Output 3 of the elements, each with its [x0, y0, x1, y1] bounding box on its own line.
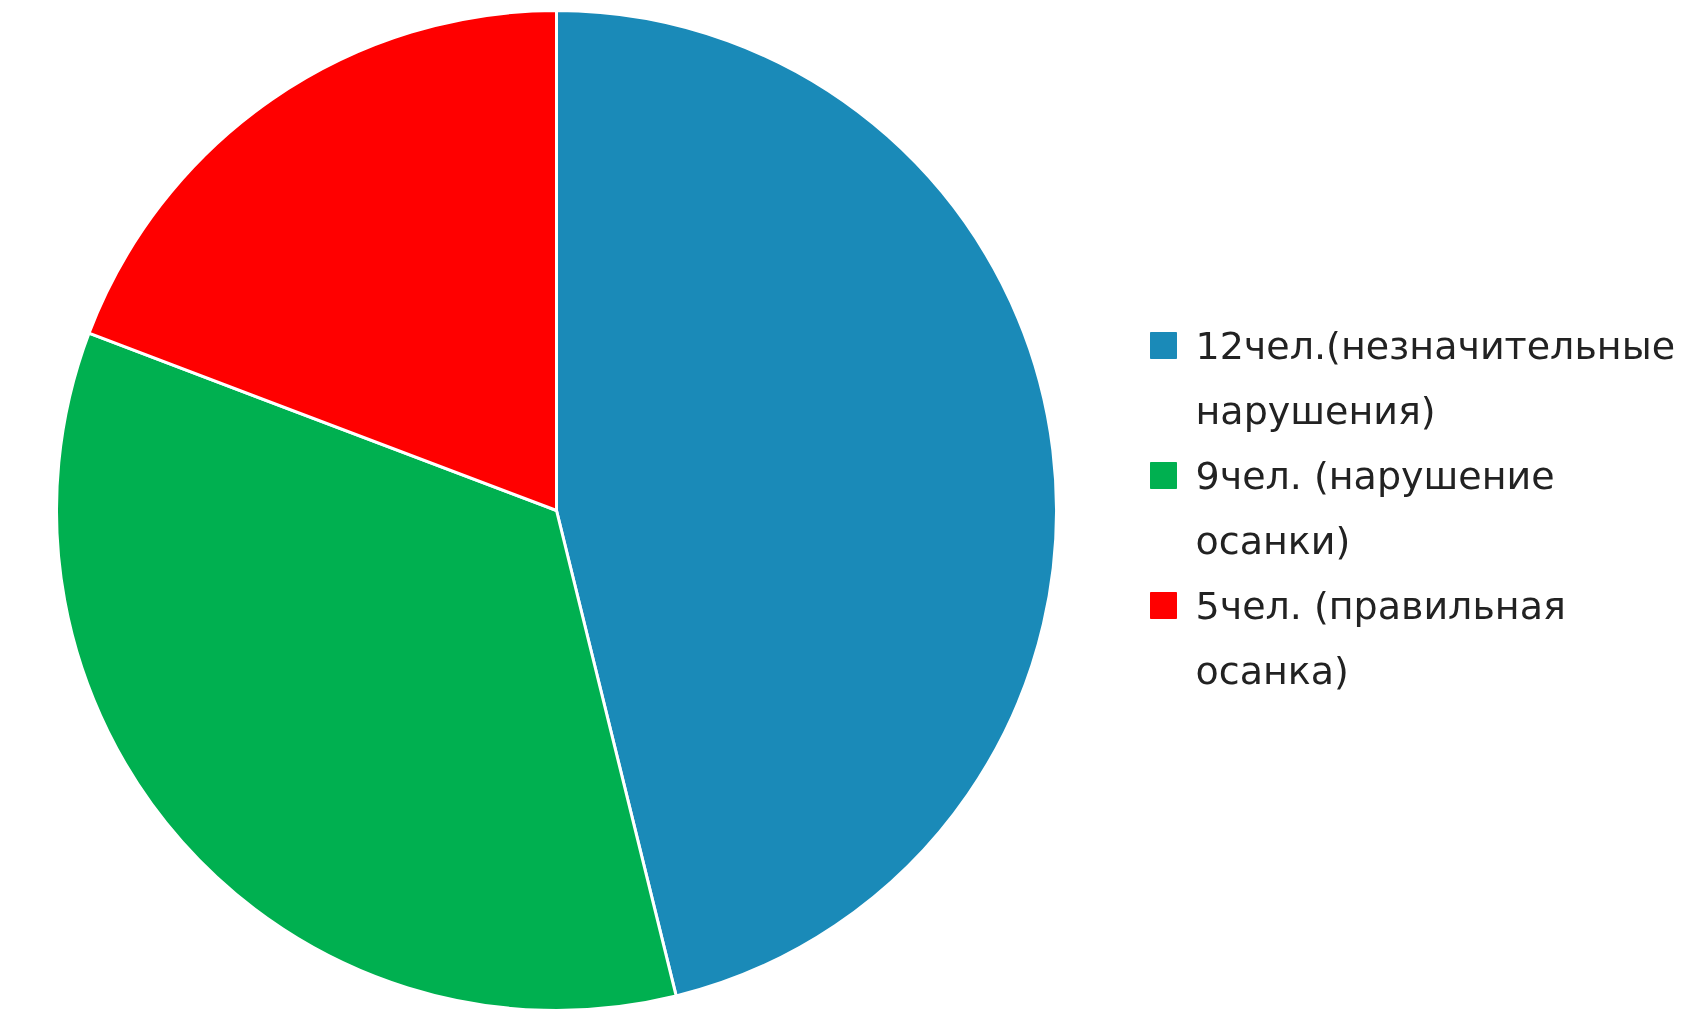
legend-label: 12чел.(незначительные нарушения) [1195, 323, 1676, 433]
legend-label: 9чел. (нарушение осанки) [1195, 453, 1555, 563]
legend-label: 5чел. (правильная осанка) [1195, 583, 1566, 693]
